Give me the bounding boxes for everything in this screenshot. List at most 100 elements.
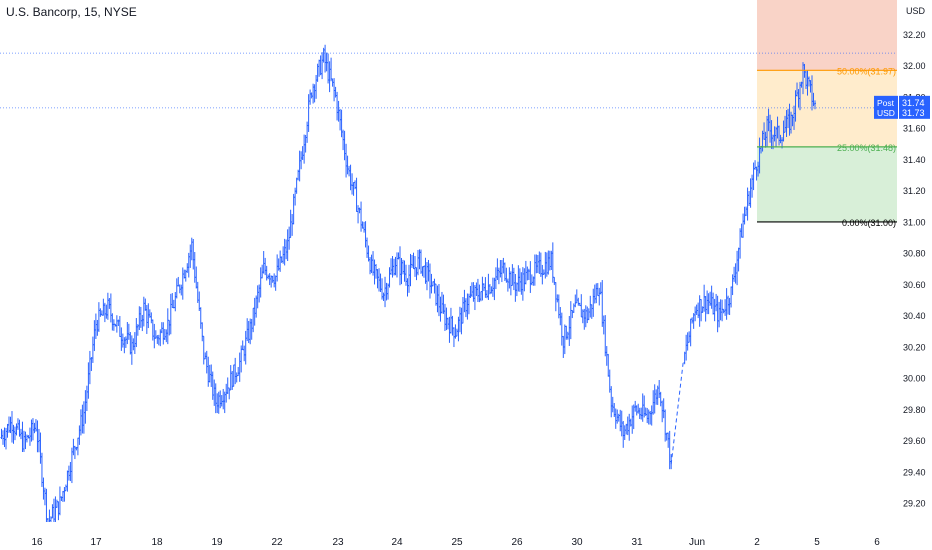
ohlc-bar <box>147 303 150 329</box>
ohlc-bar <box>67 465 70 481</box>
ohlc-bar <box>434 283 437 306</box>
ohlc-bar <box>367 245 370 262</box>
ohlc-bar <box>222 388 225 410</box>
ohlc-bar <box>443 303 446 331</box>
ohlc-bar <box>207 356 210 387</box>
ohlc-bar <box>28 427 31 446</box>
ohlc-bar <box>637 403 640 414</box>
ohlc-bar <box>132 338 135 351</box>
ohlc-bar <box>502 257 505 274</box>
ohlc-bar <box>324 44 327 73</box>
ohlc-bar <box>410 254 413 268</box>
ohlc-bar <box>622 421 625 448</box>
price-label-bg <box>899 95 930 119</box>
ohlc-bar <box>521 267 524 301</box>
ohlc-bar <box>292 193 295 225</box>
ohlc-bar <box>295 177 298 194</box>
ohlc-bar <box>662 398 665 419</box>
ohlc-bar <box>82 401 85 434</box>
ohlc-bar <box>694 306 697 322</box>
ohlc-bar <box>87 362 90 399</box>
ohlc-bar <box>286 229 289 262</box>
ohlc-bar <box>704 296 707 322</box>
ohlc-bar <box>352 182 355 196</box>
ohlc-bar <box>692 313 695 329</box>
ohlc-bar <box>506 278 509 292</box>
ohlc-bar <box>84 390 87 424</box>
ohlc-bar <box>397 252 400 260</box>
currency-label: USD <box>877 108 895 118</box>
ohlc-bar <box>526 266 529 281</box>
ohlc-bar <box>719 299 722 321</box>
ohlc-bar <box>346 155 349 175</box>
ohlc-bar <box>716 295 719 333</box>
ohlc-bar <box>279 250 282 272</box>
ohlc-bar <box>169 293 172 335</box>
ohlc-bar <box>102 298 105 316</box>
time-tick-label: 18 <box>151 537 163 548</box>
ohlc-bar <box>259 267 262 298</box>
ohlc-bar <box>571 309 574 319</box>
ohlc-bar <box>337 100 340 122</box>
ohlc-bar <box>512 267 515 291</box>
price-tick-label: 31.20 <box>903 186 926 196</box>
ohlc-bar <box>419 249 422 274</box>
ohlc-bar <box>201 322 204 342</box>
ohlc-bar <box>55 499 58 508</box>
ohlc-bar <box>105 304 108 319</box>
ohlc-bar <box>166 308 169 345</box>
ohlc-bar <box>634 400 637 412</box>
ohlc-bar <box>186 263 189 273</box>
ohlc-bar <box>635 405 638 416</box>
ohlc-bar <box>400 257 403 285</box>
ohlc-bar <box>15 423 18 436</box>
ohlc-bar <box>584 305 587 328</box>
ohlc-bar <box>261 264 264 279</box>
ohlc-bar <box>523 268 526 292</box>
ohlc-bar <box>664 409 667 442</box>
ohlc-bar <box>406 278 409 297</box>
ohlc-bar <box>433 278 436 294</box>
price-axis: USD 29.20 29.40 29.60 29.80 30.00 30.20 30.40 30… <box>897 0 932 550</box>
ohlc-bar <box>294 187 297 206</box>
ohlc-bar <box>649 410 652 425</box>
ohlc-bar <box>393 258 396 276</box>
ohlc-bar <box>688 331 691 343</box>
ohlc-bar <box>144 298 147 311</box>
ohlc-bar <box>358 207 361 214</box>
ohlc-bar <box>580 294 583 318</box>
ohlc-bar <box>274 275 277 291</box>
ohlc-bar <box>710 285 713 309</box>
ohlc-bar <box>199 307 202 329</box>
ohlc-bar <box>205 350 208 374</box>
ohlc-bar <box>487 273 490 300</box>
ohlc-bar <box>647 409 650 425</box>
ohlc-bar <box>394 256 397 276</box>
price-tick-label: 30.40 <box>903 311 926 321</box>
ohlc-bar <box>78 425 81 445</box>
ohlc-bar <box>517 265 520 292</box>
ohlc-bar <box>174 292 177 312</box>
ohlc-bar <box>22 430 25 452</box>
ohlc-bar <box>109 293 112 323</box>
ohlc-bar <box>262 251 265 274</box>
ohlc-bar <box>752 162 755 191</box>
time-tick-label: 24 <box>391 537 403 548</box>
ohlc-bar <box>370 254 373 274</box>
ohlc-bar <box>330 57 333 82</box>
ohlc-bar <box>559 307 562 326</box>
ohlc-bar <box>623 425 626 440</box>
ohlc-bar <box>728 297 731 316</box>
ohlc-bar <box>369 257 372 275</box>
ohlc-bar <box>231 370 234 390</box>
ohlc-bar <box>415 267 418 281</box>
ohlc-bar <box>461 296 464 324</box>
ohlc-bar <box>602 315 605 335</box>
ohlc-bar <box>243 345 246 362</box>
ohlc-bar <box>177 276 180 287</box>
ohlc-bar <box>9 416 12 434</box>
price-axis-unit: USD <box>906 6 926 16</box>
ohlc-bar <box>328 61 331 93</box>
ohlc-bar <box>607 353 610 377</box>
